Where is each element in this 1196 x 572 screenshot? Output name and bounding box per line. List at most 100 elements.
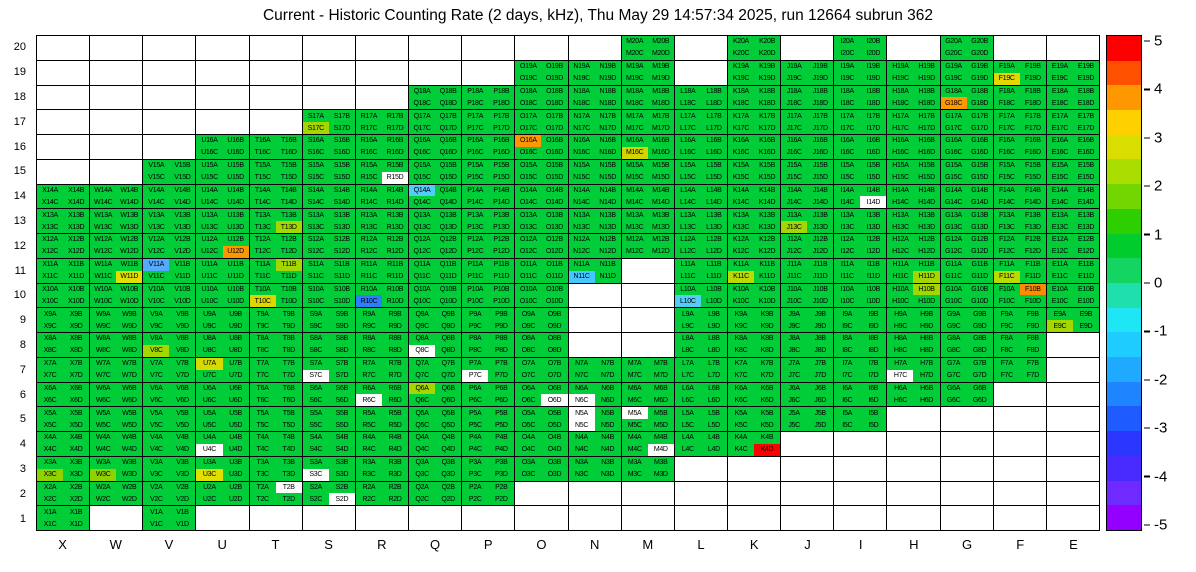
cell-quadrant: J8A — [781, 333, 808, 345]
x-axis-label: F — [1016, 537, 1025, 552]
cell-quadrant: F14B — [1019, 184, 1046, 197]
cell-quadrant: K16B — [754, 135, 781, 147]
heatmap-cell-empty — [993, 481, 1047, 507]
cell-quadrant: K6A — [727, 382, 755, 395]
cell-quadrant: Q6B — [435, 382, 462, 395]
cell-quadrant: R2C — [355, 493, 382, 506]
cell-quadrant: N3D — [594, 468, 621, 481]
cell-quadrant: L6B — [700, 382, 727, 395]
cell-quadrant: Q4A — [409, 432, 436, 444]
cell-quadrant: V1D — [169, 518, 196, 530]
y-axis-label: 4 — [19, 438, 26, 451]
heatmap-cell: F11A F11B F11C F11D — [993, 258, 1047, 284]
cell-quadrant: N12C — [568, 245, 595, 258]
cell-quadrant: L10C — [674, 295, 701, 308]
cell-quadrant: H14C — [887, 196, 914, 209]
cell-quadrant: M5B — [647, 407, 674, 420]
heatmap-cell-empty — [515, 481, 569, 507]
heatmap-cell-empty — [993, 407, 1047, 432]
heatmap-cell: U2A U2B U2C U2D — [196, 481, 250, 507]
heatmap-cell: I14A I14B I14C I14D — [834, 184, 888, 210]
x-axis-label: Q — [429, 537, 441, 552]
cell-quadrant: Q15B — [435, 159, 462, 172]
cell-quadrant: X1D — [63, 518, 90, 530]
cell-quadrant: H13B — [913, 209, 940, 222]
heatmap-cell: V1A V1B V1C V1D — [143, 506, 197, 531]
cell-quadrant: M19A — [621, 60, 648, 73]
cell-quadrant: I17A — [834, 110, 861, 123]
cell-quadrant: X10A — [37, 283, 64, 296]
cell-quadrant: S7C — [302, 369, 329, 382]
cell-quadrant: X5B — [63, 407, 90, 420]
heatmap-cell: V2A V2B V2C V2D — [143, 481, 197, 507]
colorbar-tick: -5 — [1144, 517, 1167, 534]
cell-quadrant: J14C — [781, 196, 808, 209]
cell-quadrant: T15B — [275, 159, 302, 172]
heatmap-cell: S7A S7B S7C S7D — [302, 357, 356, 383]
cell-quadrant: M12B — [647, 234, 674, 246]
cell-quadrant: G18B — [966, 85, 993, 98]
cell-quadrant: Q8B — [435, 333, 462, 345]
cell-quadrant: T13A — [249, 209, 276, 222]
cell-quadrant: T2A — [249, 481, 276, 494]
cell-quadrant: L10D — [700, 295, 727, 308]
x-axis-label: N — [589, 537, 600, 552]
cell-quadrant: O7D — [541, 369, 568, 382]
cell-quadrant: T5C — [249, 419, 276, 431]
heatmap-cell: I11A I11B I11C I11D — [834, 258, 888, 284]
cell-quadrant: F14C — [993, 196, 1020, 209]
cell-quadrant: P16C — [462, 146, 489, 159]
heatmap-cell: L9A L9B L9C L9D — [674, 308, 728, 333]
heatmap-cell: R16A R16B R16C R16D — [355, 135, 410, 160]
heatmap-cell: F14A F14B F14C F14D — [993, 184, 1047, 210]
cell-quadrant: W5B — [116, 407, 143, 420]
cell-quadrant: H6C — [887, 394, 914, 407]
cell-quadrant: G9B — [966, 308, 993, 321]
cell-quadrant: H13A — [887, 209, 914, 222]
cell-quadrant: R3C — [355, 468, 382, 481]
cell-quadrant: L5D — [700, 419, 727, 431]
heatmap-cell: S11A S11B S11C S11D — [302, 258, 356, 284]
cell-quadrant: N11A — [568, 258, 595, 271]
cell-quadrant: U9B — [222, 308, 249, 321]
y-axis-label: 20 — [13, 41, 26, 54]
cell-quadrant: P17D — [488, 122, 515, 134]
heatmap-cell-empty — [993, 456, 1047, 482]
cell-quadrant: O17B — [541, 110, 568, 123]
cell-quadrant: S16A — [302, 135, 329, 147]
cell-quadrant: S15A — [302, 159, 329, 172]
heatmap-cell: O5A O5B O5C O5D — [515, 407, 569, 432]
cell-quadrant: M4C — [621, 443, 648, 456]
cell-quadrant: S5A — [302, 407, 329, 420]
x-axis-label: J — [804, 537, 811, 552]
cell-quadrant: O15C — [515, 171, 542, 184]
cell-quadrant: U5D — [222, 419, 249, 431]
cell-quadrant: X8B — [63, 333, 90, 345]
cell-quadrant: M15B — [647, 159, 674, 172]
cell-quadrant: K14B — [754, 184, 781, 197]
cell-quadrant: Q11C — [409, 270, 436, 283]
heatmap-cell: Q5A Q5B Q5C Q5D — [409, 407, 463, 432]
cell-quadrant: N17C — [568, 122, 595, 134]
cell-quadrant: L4A — [674, 432, 701, 444]
x-axis-label: K — [749, 537, 759, 552]
heatmap-cell: R3A R3B R3C R3D — [355, 456, 410, 482]
cell-quadrant: R17B — [381, 110, 409, 123]
heatmap-cell-empty — [249, 60, 303, 86]
cell-quadrant: P2A — [462, 481, 489, 494]
heatmap-cell: X12A X12B X12C X12D — [37, 234, 91, 259]
cell-quadrant: G6B — [966, 382, 993, 395]
cell-quadrant: T7A — [249, 357, 276, 370]
cell-quadrant: I20C — [834, 47, 861, 60]
cell-quadrant: N15D — [594, 171, 621, 184]
cell-quadrant: N18C — [568, 97, 595, 110]
cell-quadrant: V11C — [143, 270, 170, 283]
cell-quadrant: J14D — [807, 196, 834, 209]
cell-quadrant: I13D — [860, 221, 887, 233]
cell-quadrant: E18A — [1046, 85, 1073, 98]
heatmap-cell: V5A V5B V5C V5D — [143, 407, 197, 432]
heatmap-cell-empty — [37, 85, 91, 111]
y-axis-label: 3 — [19, 462, 26, 475]
cell-quadrant: R12A — [355, 234, 382, 246]
heatmap-cell: P4A P4B P4C P4D — [462, 432, 516, 457]
